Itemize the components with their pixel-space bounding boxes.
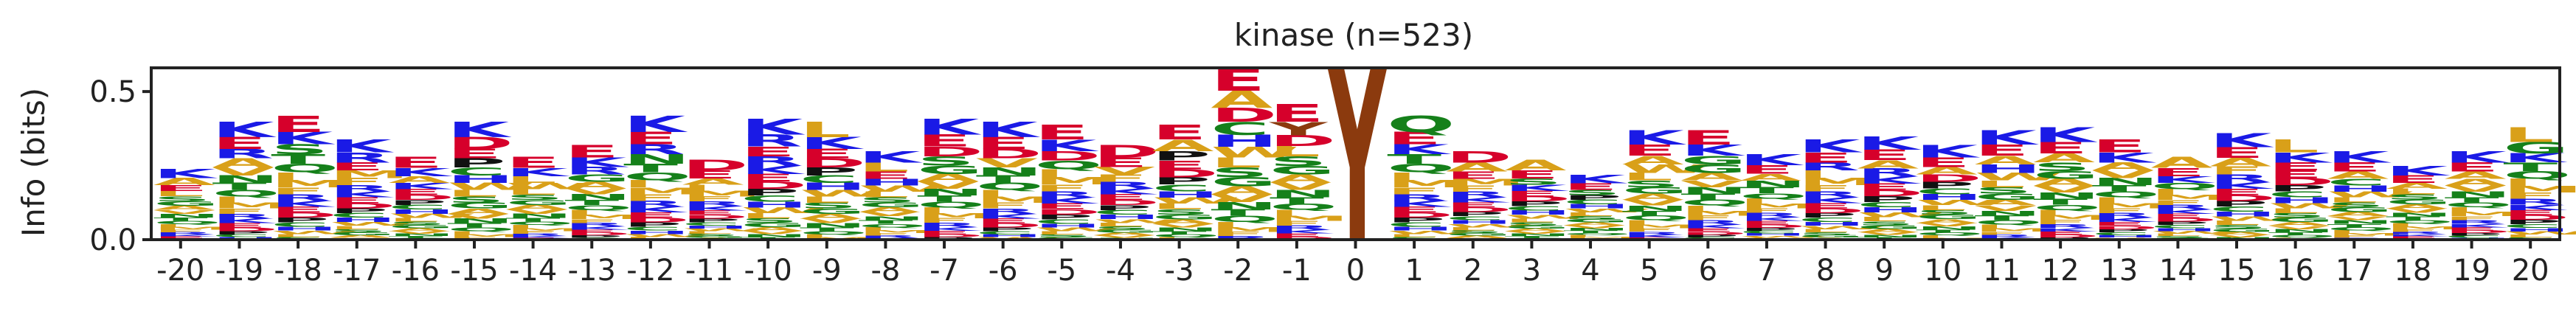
logo-letter: E — [1152, 120, 1207, 144]
x-tick-label: 12 — [2042, 254, 2080, 288]
logo-letter: K — [1622, 127, 1687, 150]
x-tick-label: 5 — [1640, 254, 1658, 288]
logo-letter: K — [447, 117, 512, 142]
x-tick-label: 7 — [1757, 254, 1776, 288]
logo-letter: K — [1857, 133, 1922, 154]
logo-letter: K — [1563, 173, 1628, 186]
x-tick-label: -16 — [392, 254, 440, 288]
logo-letter: E — [2092, 136, 2147, 157]
logo-letter: L — [2503, 124, 2554, 147]
x-tick-label: 13 — [2100, 254, 2138, 288]
logo-letter: L — [2268, 136, 2319, 157]
logo-letter: K — [2445, 148, 2509, 167]
logo-letter: K — [976, 117, 1041, 142]
logo-letter: E — [564, 142, 619, 162]
logo-letter: K — [741, 114, 805, 139]
x-tick-label: 4 — [1581, 254, 1599, 288]
x-tick-label: -4 — [1106, 254, 1135, 288]
logo-letter: K — [1739, 151, 1804, 169]
x-tick-label: -1 — [1282, 254, 1312, 288]
x-tick-label: 9 — [1874, 254, 1893, 288]
x-tick-label: 0 — [1346, 254, 1365, 288]
logo-letter: E — [271, 111, 325, 137]
x-tick-label: 11 — [1983, 254, 2021, 288]
x-tick-label: -18 — [274, 254, 322, 288]
logo-letter: E — [506, 154, 561, 171]
logo-letter: K — [212, 117, 277, 142]
logo-letter: E — [1270, 99, 1324, 127]
logo-column-20: SLWHCPDEKRFMIQTKGL — [2503, 124, 2576, 241]
x-tick-label: 19 — [2453, 254, 2490, 288]
x-tick-label: -20 — [156, 254, 204, 288]
x-tick-label: -19 — [215, 254, 263, 288]
x-tick-label: -5 — [1047, 254, 1076, 288]
logo-letter: K — [1798, 136, 1863, 157]
x-tick-label: -12 — [626, 254, 674, 288]
logo-letter: E — [389, 154, 443, 171]
logo-letter: K — [859, 148, 923, 167]
x-tick-label: 15 — [2218, 254, 2256, 288]
logo-letter: K — [330, 136, 395, 157]
logo-letter: D — [1446, 148, 1512, 167]
y-tick-label: 0.0 — [89, 223, 136, 257]
logo-letter: Q — [1387, 111, 1455, 137]
logo-letter: K — [917, 114, 981, 139]
logo-letter: E — [1681, 127, 1736, 150]
x-tick-label: 16 — [2276, 254, 2314, 288]
x-tick-label: -9 — [812, 254, 842, 288]
x-tick-label: -15 — [450, 254, 498, 288]
x-tick-label: -6 — [988, 254, 1018, 288]
logo-letter: K — [2327, 148, 2392, 167]
logo-letter: D — [1093, 142, 1160, 162]
x-tick-label: 17 — [2336, 254, 2373, 288]
logo-letter: K — [1916, 142, 1981, 162]
x-tick-label: 18 — [2394, 254, 2431, 288]
x-tick-label: 14 — [2159, 254, 2197, 288]
y-tick-label: 0.5 — [89, 75, 136, 109]
x-tick-label: -7 — [929, 254, 959, 288]
x-tick-label: 8 — [1816, 254, 1835, 288]
y-axis-label: Info (bits) — [15, 88, 52, 237]
logo-letter: K — [2386, 164, 2451, 179]
logo-letter: A — [2151, 154, 2213, 171]
logo-letter: K — [2209, 130, 2274, 152]
logo-letter: K — [1975, 127, 2040, 150]
logo-letter: A — [1505, 157, 1567, 173]
x-tick-label: 3 — [1523, 254, 1541, 288]
logo-letter: K — [153, 167, 218, 181]
logo-letter: E — [1035, 120, 1090, 144]
x-tick-label: 10 — [1924, 254, 1962, 288]
logo-letter: D — [682, 157, 749, 173]
x-tick-label: 2 — [1464, 254, 1482, 288]
x-tick-label: 6 — [1699, 254, 1717, 288]
x-tick-label: -10 — [744, 254, 792, 288]
x-tick-label: 1 — [1405, 254, 1423, 288]
logo-letter: L — [800, 117, 851, 142]
x-tick-label: -13 — [568, 254, 616, 288]
x-tick-label: -11 — [685, 254, 733, 288]
x-tick-label: 20 — [2512, 254, 2549, 288]
logo-letter: K — [2033, 124, 2098, 147]
logo-letter: K — [623, 111, 688, 137]
x-tick-label: -8 — [870, 254, 900, 288]
x-tick-label: -14 — [509, 254, 557, 288]
x-tick-label: -3 — [1165, 254, 1194, 288]
x-tick-label: -2 — [1223, 254, 1253, 288]
x-tick-label: -17 — [333, 254, 381, 288]
